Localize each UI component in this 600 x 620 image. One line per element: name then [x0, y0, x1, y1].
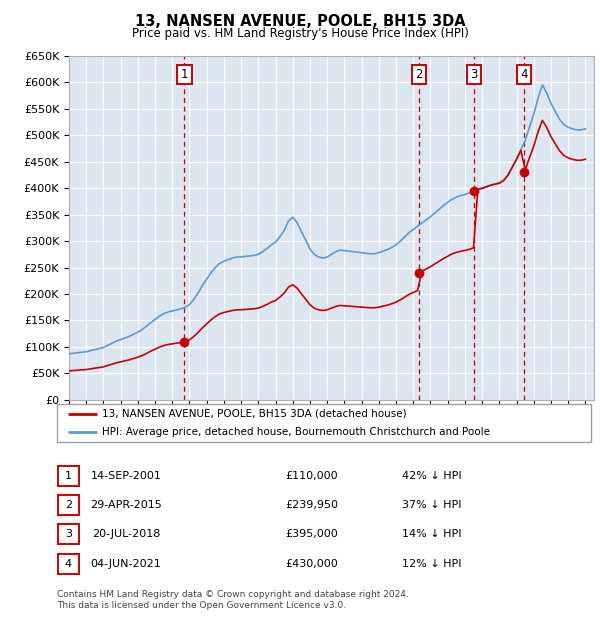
Text: 14-SEP-2001: 14-SEP-2001	[91, 471, 161, 481]
Text: 14% ↓ HPI: 14% ↓ HPI	[402, 529, 462, 539]
Text: £430,000: £430,000	[286, 559, 338, 569]
Text: 2: 2	[415, 68, 422, 81]
Text: £239,950: £239,950	[286, 500, 338, 510]
Text: HPI: Average price, detached house, Bournemouth Christchurch and Poole: HPI: Average price, detached house, Bour…	[103, 427, 490, 436]
Text: 2: 2	[65, 500, 72, 510]
Text: 04-JUN-2021: 04-JUN-2021	[91, 559, 161, 569]
Text: This data is licensed under the Open Government Licence v3.0.: This data is licensed under the Open Gov…	[57, 601, 346, 611]
Text: 29-APR-2015: 29-APR-2015	[90, 500, 162, 510]
Text: 37% ↓ HPI: 37% ↓ HPI	[402, 500, 462, 510]
Text: 3: 3	[470, 68, 478, 81]
Text: 1: 1	[65, 471, 72, 481]
Text: 12% ↓ HPI: 12% ↓ HPI	[402, 559, 462, 569]
Text: £395,000: £395,000	[286, 529, 338, 539]
Text: 4: 4	[65, 559, 72, 569]
Text: £110,000: £110,000	[286, 471, 338, 481]
Text: 4: 4	[520, 68, 527, 81]
Text: 3: 3	[65, 529, 72, 539]
Text: 20-JUL-2018: 20-JUL-2018	[92, 529, 160, 539]
Text: 42% ↓ HPI: 42% ↓ HPI	[402, 471, 462, 481]
Text: Price paid vs. HM Land Registry's House Price Index (HPI): Price paid vs. HM Land Registry's House …	[131, 27, 469, 40]
Text: 13, NANSEN AVENUE, POOLE, BH15 3DA: 13, NANSEN AVENUE, POOLE, BH15 3DA	[134, 14, 466, 29]
Text: 1: 1	[181, 68, 188, 81]
Text: Contains HM Land Registry data © Crown copyright and database right 2024.: Contains HM Land Registry data © Crown c…	[57, 590, 409, 600]
Text: 13, NANSEN AVENUE, POOLE, BH15 3DA (detached house): 13, NANSEN AVENUE, POOLE, BH15 3DA (deta…	[103, 409, 407, 419]
